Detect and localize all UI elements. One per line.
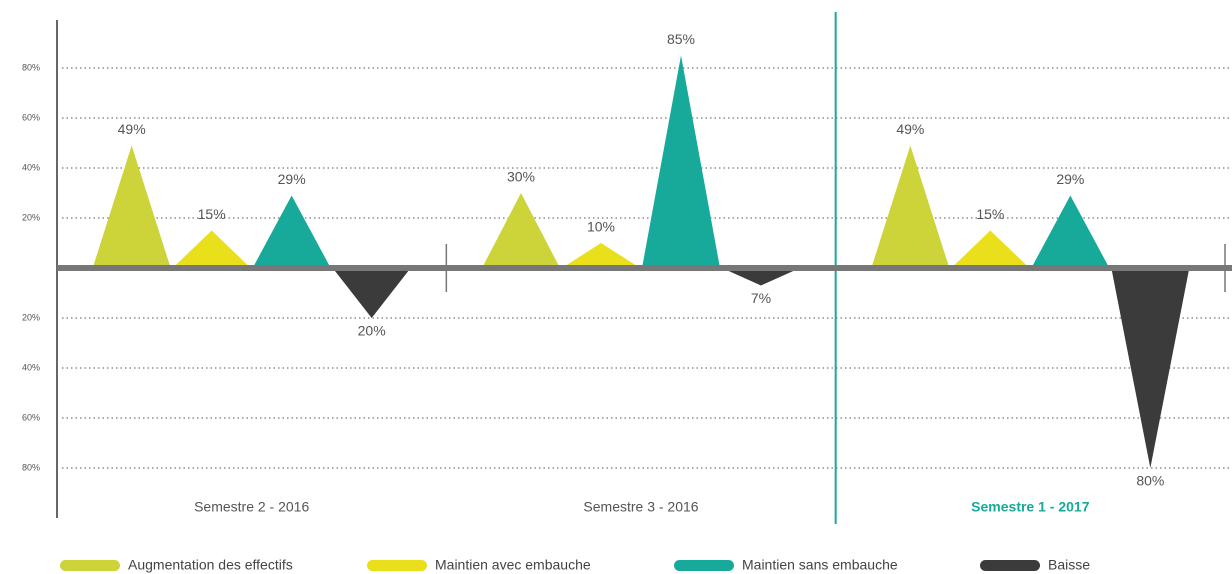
- value-label: 29%: [278, 171, 306, 187]
- x-tick-label: Semestre 1 - 2017: [971, 499, 1090, 515]
- legend-label: Baisse: [1048, 557, 1090, 573]
- bar: [871, 145, 950, 268]
- legend-label: Maintien avec embauche: [435, 557, 591, 573]
- legend-swatch: [367, 560, 427, 571]
- legend-label: Maintien sans embauche: [742, 557, 898, 573]
- y-tick-label: 20%: [22, 212, 40, 222]
- value-label: 29%: [1056, 171, 1084, 187]
- value-label: 10%: [587, 219, 615, 235]
- bar: [951, 230, 1030, 268]
- y-tick-label: 60%: [22, 112, 40, 122]
- value-label: 30%: [507, 169, 535, 185]
- value-label: 20%: [358, 323, 386, 339]
- y-tick-label: 80%: [22, 462, 40, 472]
- value-label: 80%: [1136, 473, 1164, 489]
- legend-label: Augmentation des effectifs: [128, 557, 293, 573]
- y-tick-label: 60%: [22, 412, 40, 422]
- bar: [562, 243, 640, 268]
- bar: [722, 268, 800, 286]
- bar: [1111, 268, 1190, 468]
- bar: [172, 230, 251, 268]
- x-tick-label: Semestre 2 - 2016: [194, 499, 309, 515]
- y-tick-label: 40%: [22, 362, 40, 372]
- value-label: 49%: [896, 121, 924, 137]
- bar: [252, 195, 331, 268]
- bar: [642, 55, 720, 268]
- bar: [1031, 195, 1110, 268]
- value-label: 15%: [198, 206, 226, 222]
- legend-swatch: [60, 560, 120, 571]
- bar: [482, 193, 560, 268]
- legend-swatch: [980, 560, 1040, 571]
- y-tick-label: 40%: [22, 162, 40, 172]
- legend-swatch: [674, 560, 734, 571]
- value-label: 85%: [667, 31, 695, 47]
- x-tick-label: Semestre 3 - 2016: [583, 499, 698, 515]
- value-label: 15%: [976, 206, 1004, 222]
- bar: [92, 145, 171, 268]
- y-tick-label: 20%: [22, 312, 40, 322]
- bar: [332, 268, 411, 318]
- y-tick-label: 80%: [22, 62, 40, 72]
- value-label: 49%: [118, 121, 146, 137]
- value-label: 7%: [751, 290, 771, 306]
